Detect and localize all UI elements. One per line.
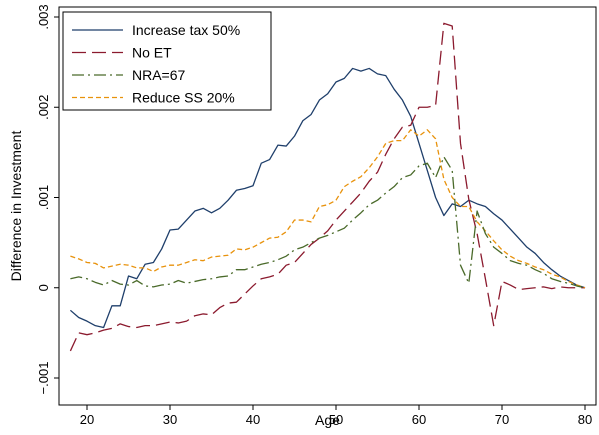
x-tick-label: 50 xyxy=(329,412,343,427)
legend-label: NRA=67 xyxy=(132,67,186,83)
series-line-nra-67 xyxy=(70,156,586,289)
y-tick-label: .001 xyxy=(36,185,51,210)
legend-label: Increase tax 50% xyxy=(132,22,240,38)
y-axis-label: Difference in Investment xyxy=(8,131,24,282)
legend: Increase tax 50% No ET NRA=67 Reduce SS 20% xyxy=(62,11,272,111)
series-line-increase-tax-50 xyxy=(69,67,586,329)
series-line-reduce-ss-20 xyxy=(70,129,586,289)
legend-label: Reduce SS 20% xyxy=(132,90,235,106)
x-tick-label: 30 xyxy=(163,412,177,427)
x-tick-label: 40 xyxy=(246,412,260,427)
series-line-no-et xyxy=(69,22,585,352)
x-axis-label: Age xyxy=(315,412,340,428)
legend-box xyxy=(62,11,272,111)
x-tick-label: 20 xyxy=(80,412,94,427)
y-tick-label: .003 xyxy=(36,4,51,29)
series-lines xyxy=(69,22,586,352)
y-tick-label: .002 xyxy=(36,95,51,120)
x-tick-label: 70 xyxy=(495,412,509,427)
x-tick-label: 60 xyxy=(412,412,426,427)
y-tick-label: 0 xyxy=(36,284,51,291)
x-tick-label: 80 xyxy=(578,412,592,427)
y-tick-label: −.001 xyxy=(36,362,51,395)
plot-frame xyxy=(58,6,597,406)
legend-label: No ET xyxy=(132,45,172,61)
axes: 20 30 40 50 60 70 80 −.001 0 .001 .002 .003 xyxy=(36,4,597,427)
